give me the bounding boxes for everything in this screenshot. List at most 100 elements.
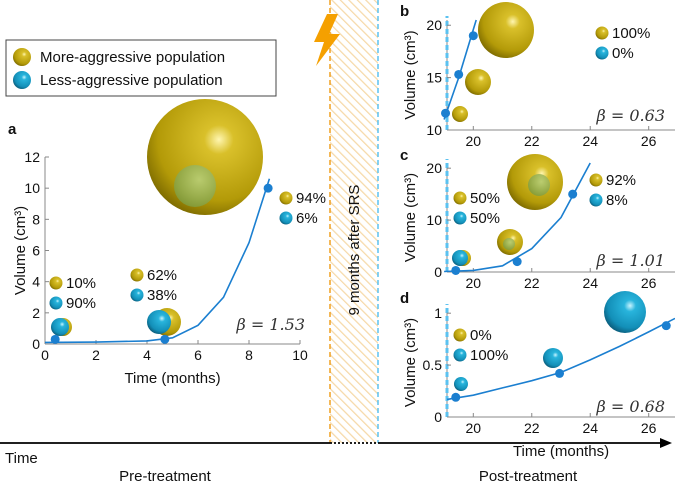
tumor-sphere-icon [543, 348, 563, 368]
data-point [468, 31, 478, 41]
y-axis-label: Volume (cm³) [402, 173, 419, 262]
legend-more-aggressive: More-aggressive population [40, 49, 225, 66]
less-aggressive-percent: 50% [470, 210, 500, 227]
y-tick-label: 15 [426, 70, 442, 86]
composition-legend: 62%38% [130, 267, 177, 304]
tumor-sphere-icon [452, 106, 468, 122]
x-tick-label: 20 [466, 420, 482, 436]
gap-band: 9 months after SRS [329, 0, 379, 443]
inner-core-icon [174, 165, 216, 207]
y-tick-label: 0.5 [423, 357, 443, 373]
time-label: Time [5, 450, 38, 467]
y-axis-label: Volume (cm³) [402, 318, 419, 407]
y-tick-label: 1 [434, 305, 442, 321]
more-aggressive-percent: 50% [470, 190, 500, 207]
x-tick-label: 24 [582, 133, 598, 149]
more-aggressive-sphere-icon [13, 48, 31, 66]
x-tick-label: 2 [92, 347, 100, 363]
less-aggressive-sphere-icon [49, 296, 63, 310]
more-aggressive-percent: 0% [470, 327, 492, 344]
more-aggressive-percent: 62% [147, 267, 177, 284]
data-point [512, 257, 522, 267]
y-tick-label: 10 [426, 122, 442, 138]
y-axis-label: Volume (cm³) [402, 30, 419, 119]
less-aggressive-percent: 8% [606, 192, 628, 209]
less-aggressive-percent: 90% [66, 295, 96, 312]
x-tick-label: 20 [466, 275, 482, 291]
x-axis-label: Time (months) [513, 443, 609, 460]
less-aggressive-sphere-icon [453, 211, 467, 225]
more-aggressive-sphere-icon [49, 276, 63, 290]
x-tick-label: 22 [524, 133, 540, 149]
less-aggressive-sphere-icon [130, 288, 144, 302]
y-tick-label: 0 [434, 264, 442, 280]
arrow-head-icon [660, 438, 672, 448]
data-point [555, 368, 565, 378]
more-aggressive-percent: 94% [296, 190, 326, 207]
x-tick-label: 0 [41, 347, 49, 363]
legend: More-aggressive population Less-aggressi… [5, 39, 277, 97]
y-tick-label: 2 [32, 305, 40, 321]
data-point [568, 189, 578, 199]
x-tick-label: 24 [582, 420, 598, 436]
timeline: Time Pre-treatment Post-treatment [0, 438, 672, 485]
y-tick-label: 20 [426, 17, 442, 33]
less-aggressive-sphere-icon [279, 211, 293, 225]
tumor-sphere-icon [454, 377, 468, 391]
x-tick-label: 22 [524, 420, 540, 436]
y-tick-label: 10 [24, 180, 40, 196]
data-point [263, 183, 273, 193]
x-tick-label: 26 [641, 133, 657, 149]
legend-less-aggressive: Less-aggressive population [40, 72, 223, 89]
x-tick-label: 4 [143, 347, 151, 363]
composition-legend: 0% 100% [453, 327, 508, 364]
more-aggressive-sphere-icon [453, 191, 467, 205]
tumor-sphere-icon [478, 2, 534, 58]
more-aggressive-percent: 10% [66, 275, 96, 292]
tumor-sphere-icon [465, 69, 491, 95]
beta-label: β = 1.01 [596, 251, 665, 270]
x-axis-label: Time (months) [124, 370, 220, 387]
data-point [50, 334, 60, 344]
lightning-icon [314, 14, 340, 66]
inner-core-icon [503, 238, 515, 250]
less-aggressive-sphere-icon [589, 193, 603, 207]
more-aggressive-sphere-icon [595, 26, 609, 40]
tumor-sphere-icon [604, 291, 646, 333]
x-tick-label: 24 [582, 275, 598, 291]
y-tick-label: 0 [32, 336, 40, 352]
y-tick-label: 4 [32, 274, 40, 290]
post-treatment-label: Post-treatment [479, 468, 578, 485]
inner-core-icon [528, 174, 550, 196]
less-aggressive-percent: 6% [296, 210, 318, 227]
panel-letter: b [400, 3, 409, 20]
composition-legend: 50%50% [453, 190, 500, 227]
panel-b: b 20 22 24 26 10 15 20 Volume (cm³) β = 0.63 100% 0… [400, 2, 675, 149]
composition-legend: 92%8% [589, 172, 636, 209]
gap-label: 9 months after SRS [346, 185, 363, 316]
data-point [441, 108, 451, 118]
data-point [661, 321, 671, 331]
more-aggressive-sphere-icon [589, 173, 603, 187]
data-point [451, 392, 461, 402]
y-tick-label: 6 [32, 243, 40, 259]
y-tick-label: 0 [434, 409, 442, 425]
beta-label: β = 1.53 [236, 315, 305, 334]
x-tick-label: 6 [194, 347, 202, 363]
more-aggressive-sphere-icon [453, 328, 467, 342]
less-aggressive-percent: 38% [147, 287, 177, 304]
x-tick-label: 8 [245, 347, 253, 363]
data-point [160, 334, 170, 344]
less-aggressive-sphere-icon [13, 71, 31, 89]
data-point [451, 265, 461, 275]
x-tick-label: 10 [292, 347, 308, 363]
composition-legend: 94%6% [279, 190, 326, 227]
fit-curve [44, 178, 271, 344]
panel-letter: c [400, 147, 408, 164]
y-axis-label: Volume (cm³) [12, 206, 29, 295]
beta-label: β = 0.68 [596, 397, 665, 416]
composition-legend: 100% 0% [595, 25, 650, 62]
less-aggressive-percent: 0% [612, 45, 634, 62]
